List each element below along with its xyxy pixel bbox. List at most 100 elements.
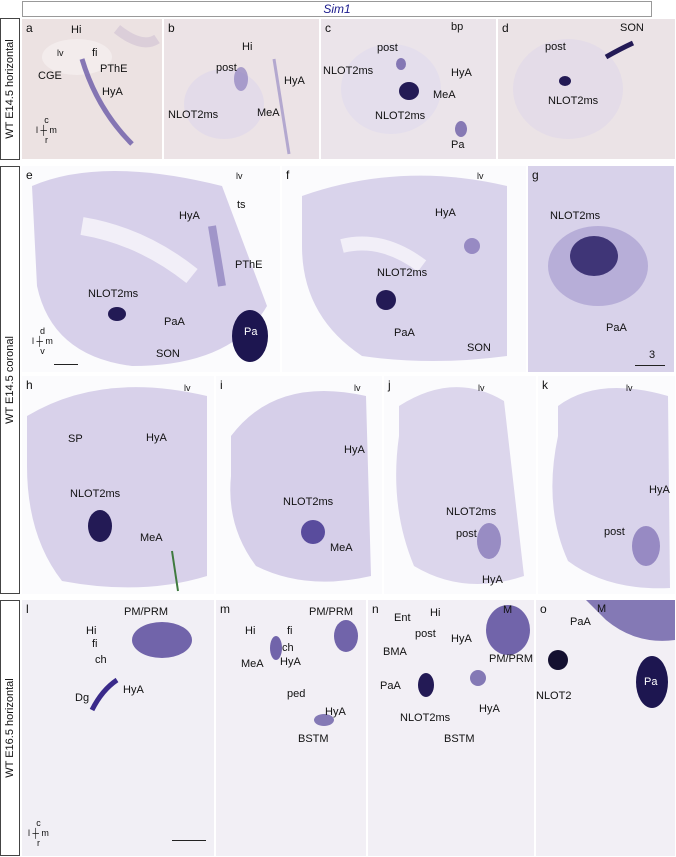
label-panels-i-letter: i (220, 378, 223, 392)
label-panels-b-labels-2: HyA (284, 75, 305, 87)
label-panels-e-labels-6: Pa (244, 326, 258, 338)
label-panels-g-letter: g (532, 168, 539, 182)
label-panels-h-labels-0: lv (184, 383, 191, 393)
label-panels-n-labels-2: Hi (430, 607, 441, 619)
scale-bar (54, 364, 78, 365)
label-panels-k-letter: k (542, 378, 548, 392)
label-rows-e16h: WT E16.5 horizontal (4, 678, 16, 778)
label-panels-l-labels-5: HyA (123, 684, 144, 696)
label-rows-e14h: WT E14.5 horizontal (4, 39, 16, 139)
label-panels-m-labels-5: HyA (280, 656, 301, 668)
label-panels-a-labels-2: fi (92, 47, 98, 59)
label-axes-horiz-top: c (44, 115, 49, 125)
label-panels-g-labels-1: PaA (606, 322, 627, 334)
label-panels-e-labels-7: SON (156, 348, 180, 360)
label-panels-j-labels-1: NLOT2ms (446, 506, 497, 518)
label-panels-e-labels-3: PThE (235, 259, 263, 271)
label-panels-h-labels-1: SP (68, 433, 83, 445)
label-panels-n-letter: n (372, 602, 379, 616)
panel-e: e lv ts HyA PThE NLOT2ms PaA Pa SON d l … (22, 166, 280, 372)
label-panels-e-labels-2: HyA (179, 210, 200, 222)
label-panels-l-labels-2: fi (92, 638, 98, 650)
label-panels-n-labels-5: BMA (383, 646, 407, 658)
label-panels-o-labels-3: Pa (644, 676, 658, 688)
label-axes-coronal-right: m (45, 336, 53, 346)
label-panels-m-labels-7: HyA (325, 706, 346, 718)
label-panels-l-labels-4: Dg (75, 692, 90, 704)
panel-b: b Hi post HyA NLOT2ms MeA (164, 19, 319, 159)
scale-bar (635, 365, 665, 366)
panel-o: o M PaA NLOT2 Pa (536, 600, 675, 856)
label-axes-coronal-top: d (39, 326, 45, 336)
label-panels-i-labels-2: NLOT2ms (283, 496, 334, 508)
label-panels-h-labels-4: MeA (140, 532, 163, 544)
label-panels-d-labels-1: post (545, 41, 566, 53)
label-panels-k-labels-0: lv (626, 383, 633, 393)
label-panels-n-labels-7: PaA (380, 680, 401, 692)
label-panels-c-labels-0: bp (451, 21, 464, 33)
label-panels-a-labels-4: PThE (100, 63, 128, 75)
label-panels-j-labels-2: post (456, 528, 477, 540)
figure-title: Sim1 (22, 1, 652, 17)
label-panels-f-letter: f (286, 168, 290, 182)
label-panels-m-letter: m (220, 602, 230, 616)
label-panels-a-labels-5: HyA (102, 86, 123, 98)
label-panels-l-labels-0: PM/PRM (124, 606, 168, 618)
label-panels-k-labels-1: HyA (649, 484, 670, 496)
panel-a: a Hi lv fi CGE PThE HyA c l ┼ m r (22, 19, 162, 159)
panel-m: m PM/PRM Hi fi ch MeA HyA ped HyA BSTM (216, 600, 366, 856)
label-panels-o-labels-2: NLOT2 (536, 690, 572, 702)
label-panels-c-labels-5: NLOT2ms (375, 110, 426, 122)
label-panels-n-labels-8: NLOT2ms (400, 712, 451, 724)
label-panels-n-labels-0: M (503, 604, 513, 616)
row-label-e14-coronal: WT E14.5 coronal (0, 166, 20, 594)
label-panels-h-labels-3: NLOT2ms (70, 488, 121, 500)
label-panels-l-labels-3: ch (95, 654, 107, 666)
label-axes-horiz-left: l (36, 125, 38, 135)
label-panels-o-labels-0: M (597, 603, 607, 615)
label-panels-m-labels-3: ch (282, 642, 294, 654)
label-panels-f-labels-1: HyA (435, 207, 456, 219)
label-panels-m-labels-0: PM/PRM (309, 606, 353, 618)
row-label-e16-horizontal: WT E16.5 horizontal (0, 600, 20, 856)
label-panels-d-letter: d (502, 21, 509, 35)
label-axes-coronal-left: l (32, 336, 34, 346)
label-axes-horiz-left: l (28, 828, 30, 838)
panel-h: h lv SP HyA NLOT2ms MeA (22, 376, 214, 594)
label-axes-horiz-top: c (36, 818, 41, 828)
label-panels-h-labels-2: HyA (146, 432, 167, 444)
panel-f: f lv HyA NLOT2ms PaA SON (282, 166, 526, 372)
label-panels-f-labels-2: NLOT2ms (377, 267, 428, 279)
label-rows-e14c: WT E14.5 coronal (4, 336, 16, 424)
panel-g: g NLOT2ms PaA 3 (528, 166, 674, 372)
label-panels-b-letter: b (168, 21, 175, 35)
label-panels-k-labels-2: post (604, 526, 625, 538)
label-axes-horiz-bottom: r (36, 838, 40, 848)
label-panels-c-labels-2: NLOT2ms (323, 65, 374, 77)
label-panels-b-labels-0: Hi (242, 41, 253, 53)
label-panels-n-labels-9: HyA (479, 703, 500, 715)
label-panels-m-labels-1: Hi (245, 625, 256, 637)
label-panels-n-labels-3: post (415, 628, 436, 640)
label-panels-d-labels-2: NLOT2ms (548, 95, 599, 107)
label-panels-c-labels-3: HyA (451, 67, 472, 79)
panel-i: i lv HyA NLOT2ms MeA (216, 376, 382, 594)
label-panels-f-labels-4: SON (467, 342, 491, 354)
label-panels-i-labels-0: lv (354, 383, 361, 393)
label-panels-e-labels-1: ts (237, 199, 246, 211)
label-panels-e-letter: e (26, 168, 33, 182)
label-panels-c-labels-4: MeA (433, 89, 456, 101)
label-panels-n-labels-4: HyA (451, 633, 472, 645)
label-panels-n-labels-6: PM/PRM (489, 653, 533, 665)
label-panels-m-labels-8: BSTM (298, 733, 329, 745)
panel-j: j lv NLOT2ms post HyA (384, 376, 536, 594)
label-panels-m-labels-6: ped (287, 688, 306, 700)
label-panels-a-labels-1: lv (57, 48, 64, 58)
label-axes-horiz-right: m (49, 125, 57, 135)
label-panels-o-labels-1: PaA (570, 616, 591, 628)
label-panels-e-labels-4: NLOT2ms (88, 288, 139, 300)
label-panels-o-letter: o (540, 602, 547, 616)
label-panels-c-letter: c (325, 21, 331, 35)
label-panels-m-labels-4: MeA (241, 658, 264, 670)
panel-n: n M Ent Hi post HyA BMA PM/PRM PaA NLOT2… (368, 600, 534, 856)
